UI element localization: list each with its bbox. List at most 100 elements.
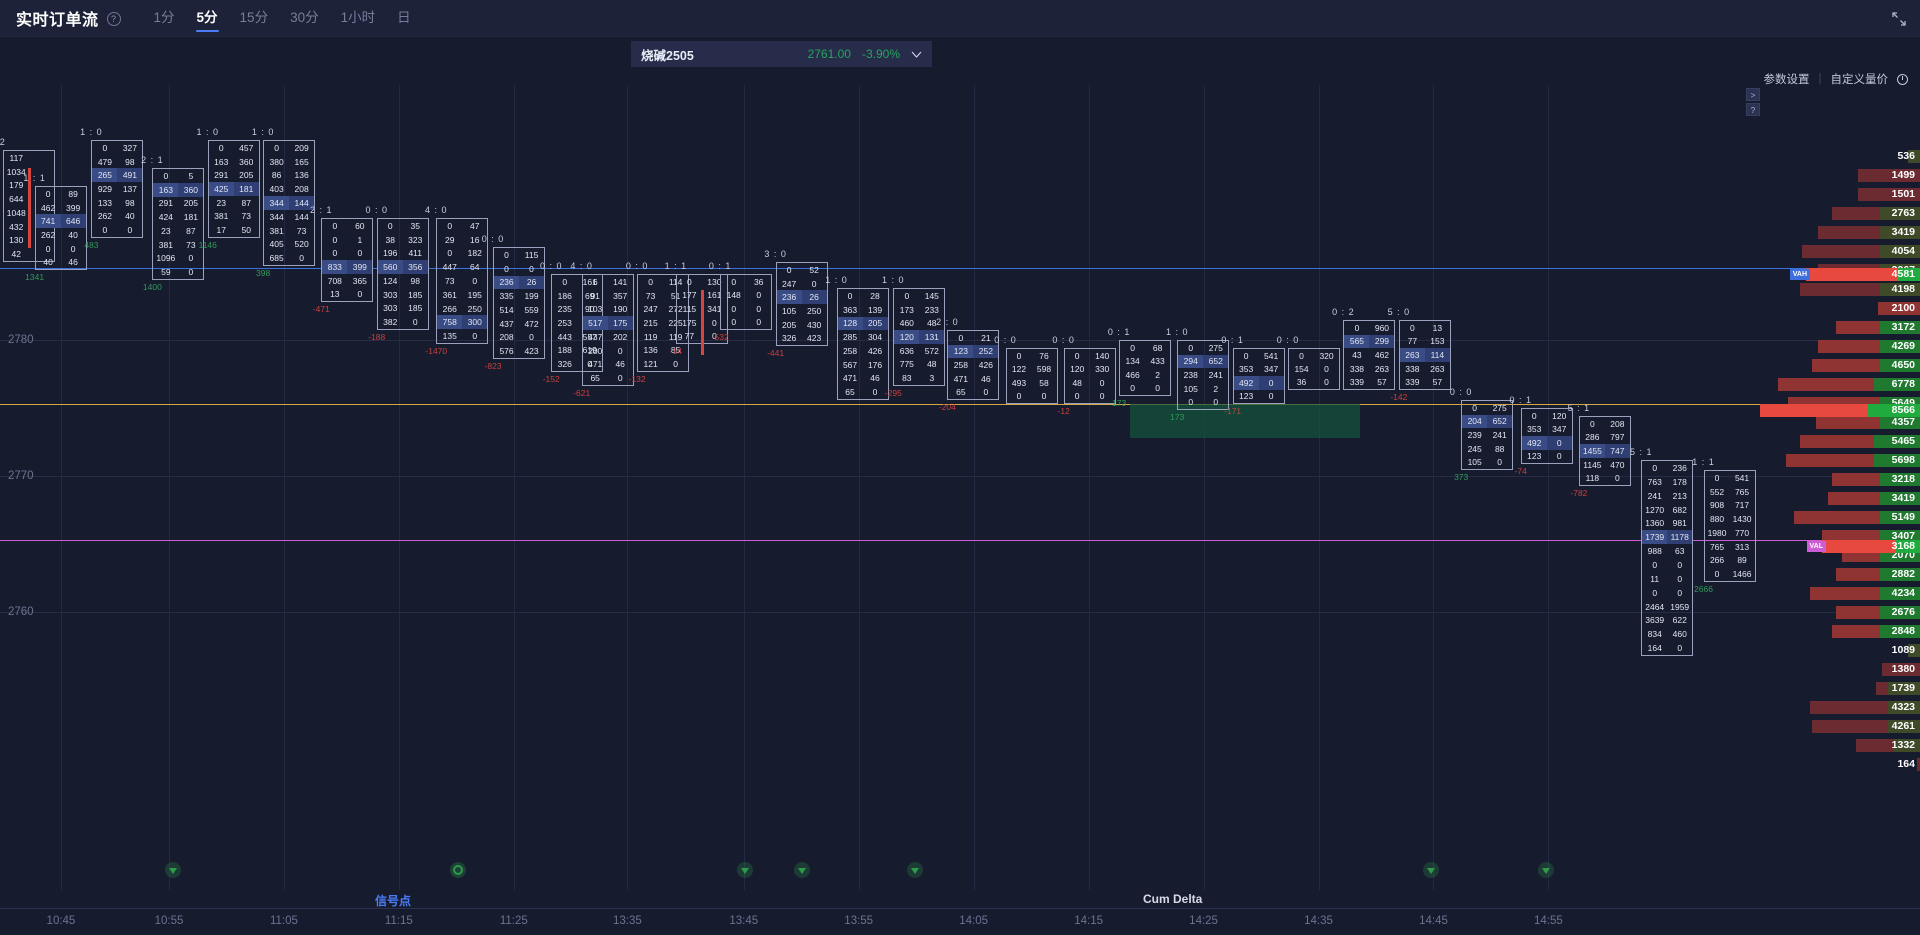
signal-grid-line [1318, 855, 1320, 888]
footprint-cell: 50 [241, 225, 251, 236]
signal-marker-triangle-down[interactable] [737, 862, 754, 878]
footprint-cell: 73 [186, 239, 196, 250]
params-settings-button[interactable]: 参数设置 [1763, 74, 1810, 86]
footprint-cell: 65 [590, 373, 600, 384]
footprint-cell: 114 [1424, 348, 1450, 362]
footprint-cell: 213 [1672, 490, 1687, 501]
gear-icon[interactable] [1897, 73, 1908, 85]
timeframe-tab-5[interactable]: 日 [397, 10, 411, 25]
volume-profile-value: 1499 [1891, 169, 1915, 181]
footprint-cell: 181 [233, 182, 259, 196]
footprint-cell: 205 [782, 319, 797, 330]
timeframe-tab-0[interactable]: 1分 [153, 10, 175, 25]
footprint-cell: 425 [208, 182, 234, 196]
cluster-imbalance-header: 0 : 0 [539, 261, 563, 271]
cluster-column-ask: 141 357 190 175 202 0 46 0 [607, 275, 633, 385]
signal-marker-triangle-down[interactable] [165, 862, 182, 878]
custom-volume-price-button[interactable]: 自定义量价 [1830, 74, 1889, 86]
volume-profile-value: 8566 [1891, 404, 1915, 416]
footprint-cell: 46 [615, 359, 625, 370]
time-axis-tick: 14:25 [1189, 915, 1218, 927]
volume-profile-value: 5149 [1891, 511, 1915, 523]
volume-profile-bar-buy [1874, 435, 1920, 448]
volume-profile-row: 1089 [1792, 644, 1920, 657]
volume-profile-row: 1739 [1792, 682, 1920, 695]
grid-line-vertical [60, 85, 62, 890]
volume-profile-row: 3168 VAL [1792, 540, 1920, 553]
footprint-cell: 258 [842, 345, 858, 356]
signal-grid-line [60, 855, 62, 888]
signal-marker-triangle-down[interactable] [1422, 862, 1439, 878]
expand-icon[interactable] [1892, 12, 1906, 26]
footprint-cell: 335 [499, 291, 514, 302]
chevron-down-icon[interactable] [911, 51, 922, 58]
signal-marker-triangle-down[interactable] [907, 862, 924, 878]
footprint-cell: 0 [1188, 342, 1194, 353]
footprint-cell: 0 [1677, 587, 1683, 598]
candle-body-bar [27, 168, 31, 248]
footprint-cell: 363 [842, 304, 858, 315]
timeframe-tab-2[interactable]: 15分 [239, 10, 269, 25]
footprint-cell: 320 [1319, 350, 1334, 361]
cluster-box: 0 763 241 1270 1360 1739 988 0 11 0 2464 3639 834 164… [1641, 460, 1694, 656]
footprint-cell: 0 [1130, 383, 1135, 394]
footprint-cell: 239 [1467, 429, 1482, 440]
volume-profile-bar-sell [1858, 188, 1920, 201]
signal-points-label[interactable]: 信号点 [375, 894, 412, 908]
footprint-cell: 360 [178, 182, 204, 197]
cluster-box: 0 154 36 320 0 0 [1288, 348, 1341, 390]
time-axis-tick: 13:45 [729, 915, 759, 927]
footprint-cell: 0 [562, 276, 568, 287]
volume-profile-bar-sell [1806, 268, 1898, 281]
timeframe-tab-3[interactable]: 30分 [290, 10, 319, 25]
volume-profile-value: 3419 [1891, 492, 1915, 504]
footprint-cell: 360 [239, 156, 254, 167]
signal-marker-triangle-down[interactable] [793, 862, 810, 878]
cluster-column-ask: 960 299 462 263 57 [1369, 321, 1395, 389]
cluster-box: 0 173 460 120 636 775 83 145 233 48 131 572 48 3 [893, 288, 946, 386]
question-circle-icon[interactable]: ? [106, 11, 121, 26]
signal-marker-circle[interactable] [450, 862, 467, 878]
volume-profile-value: 1332 [1891, 739, 1915, 751]
footprint-cell: 87 [241, 197, 251, 208]
cluster-box: 6 91 103 517 437 200 471 65 141 357 190 175 202 0 46 0 [581, 274, 634, 386]
cluster-column-bid: 0 353 492 123 [1521, 409, 1547, 463]
footprint-cell: 29 [445, 234, 455, 245]
footprint-cell: 266 [442, 303, 457, 314]
footprint-cell: 0 [1099, 391, 1105, 402]
volume-profile-bar-buy [1880, 283, 1920, 296]
footprint-cell: 758 [437, 315, 463, 330]
footprint-cell: 988 [1647, 546, 1662, 557]
instrument-selector[interactable]: 烧碱2505 2761.00 -3.90% [631, 41, 932, 67]
volume-profile-value: 2848 [1891, 625, 1915, 637]
footprint-cell: 619 [582, 345, 597, 356]
val-marker: VAL [1806, 541, 1826, 552]
expand-right-button[interactable]: > [1746, 88, 1760, 101]
volume-profile-bar-buy [1880, 606, 1920, 619]
footprint-cell: 0 [1155, 383, 1160, 394]
signal-marker-triangle-down[interactable] [1537, 862, 1554, 878]
volume-profile: 53614991501276334194054336741984581VAH21… [1760, 85, 1920, 890]
footprint-cell: 423 [524, 346, 539, 357]
timeframe-tab-1[interactable]: 5分 [186, 0, 229, 36]
footprint-cell: 646 [60, 214, 86, 229]
footprint-cell: 636 [899, 345, 914, 356]
footprint-cell: 86 [271, 170, 282, 181]
footprint-cell: 130 [9, 235, 24, 246]
timeframe-tab-4[interactable]: 1小时 [340, 10, 376, 25]
help-button[interactable]: ? [1746, 103, 1760, 116]
cluster-box: 0 380 86 403 344 344 381 405 685 209 165 136 208 144 1… [263, 140, 316, 266]
footprint-cell: 0 [332, 234, 338, 245]
cluster-delta-value: -12 [1057, 406, 1070, 416]
volume-profile-value: 3419 [1891, 226, 1915, 238]
cluster-column-bid: 0 173 460 120 636 775 83 [894, 289, 920, 385]
chart-plot-area[interactable]: 2780 2770 2760 2 117 1034 179 644 1048 432 130 42 1 … [0, 85, 1920, 890]
grid-line-vertical [168, 85, 170, 890]
footprint-cell: 0 [1546, 436, 1572, 450]
footprint-cell: 136 [643, 345, 658, 356]
volume-profile-row: 5698 [1786, 454, 1920, 467]
volume-profile-bar-buy [1880, 530, 1920, 543]
footprint-cell: 741 [35, 214, 61, 229]
footprint-cell: 323 [408, 234, 423, 245]
